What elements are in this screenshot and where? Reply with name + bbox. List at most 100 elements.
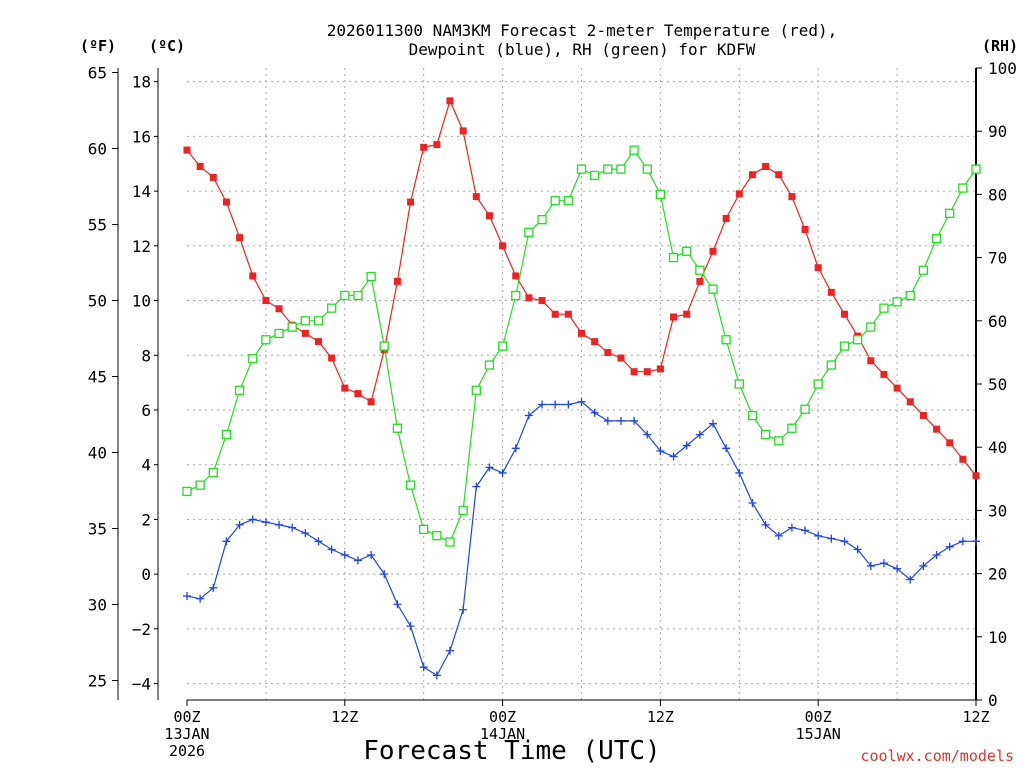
temperature-point (722, 214, 730, 222)
dewpoint-point (695, 430, 704, 439)
rh-point (629, 145, 639, 155)
rh-point (195, 480, 205, 490)
temperature-point (367, 398, 375, 406)
dewpoint-point (590, 408, 599, 417)
rh-point (616, 164, 626, 174)
rh-point (208, 467, 218, 478)
rh-point (721, 335, 731, 345)
x-tick-label: 00Z (173, 708, 200, 726)
rh-point (313, 316, 324, 326)
x-tick-label: 14JAN (480, 725, 525, 743)
x-tick-label: 2026 (169, 742, 205, 760)
x-tick-label: 00Z (805, 708, 832, 726)
rh-point (866, 322, 876, 332)
celsius-tick-label: −4 (132, 675, 151, 694)
temperature-point (670, 313, 678, 321)
rh-point (484, 360, 495, 370)
rh-point (563, 196, 573, 206)
rh-point (708, 284, 718, 294)
axes: 25 30 35 40 45 50 55 60 65 −4 −2 0 2 4 6 8 10 12 14 16 18 0 10… (88, 59, 1017, 760)
x-axis-title: Forecast Time (UTC) (363, 736, 660, 766)
temperature-point (512, 272, 520, 280)
dewpoint-point (853, 545, 862, 554)
dewpoint-point (196, 594, 205, 603)
dewpoint-point (511, 444, 520, 453)
temperature-point (459, 127, 467, 135)
temperature-point (841, 310, 848, 318)
celsius-tick-label: 16 (132, 127, 151, 146)
dewpoint-point (840, 537, 849, 546)
temperature-point (748, 171, 756, 179)
celsius-tick-label: −2 (132, 620, 151, 639)
celsius-tick-label: 12 (132, 237, 151, 256)
dewpoint-point (827, 534, 836, 543)
dewpoint-point (893, 564, 902, 573)
rh-point (405, 480, 416, 490)
dewpoint-point (485, 463, 494, 472)
temperature-point (933, 425, 941, 433)
rh-point (892, 297, 902, 307)
temperature-point (420, 143, 428, 151)
x-tick-label: 13JAN (164, 725, 209, 743)
temperature-point (880, 370, 888, 378)
dewpoint-point (774, 531, 783, 540)
temperature-point (433, 141, 441, 149)
rh-point (392, 423, 403, 433)
rh-point (668, 252, 679, 263)
dewpoint-point (248, 515, 257, 524)
dewpoint-point (761, 520, 770, 529)
rh-axis-label: (RH) (982, 37, 1018, 55)
rh-point (918, 265, 929, 275)
series-rh (182, 145, 981, 547)
fahrenheit-tick-label: 35 (88, 520, 107, 539)
rh-point (760, 429, 771, 440)
dewpoint-point (906, 575, 915, 584)
temperature-point (315, 338, 322, 346)
rh-point (958, 183, 968, 193)
temperature-point (919, 411, 927, 419)
temperature-point (328, 354, 336, 362)
temperature-point (591, 338, 599, 346)
rh-point (879, 303, 889, 313)
temperature-line (186, 99, 977, 477)
x-tick-label: 12Z (331, 708, 358, 726)
rh-point (274, 328, 284, 339)
temperature-point (275, 305, 283, 313)
dewpoint-point (748, 499, 757, 508)
rh-point (432, 531, 442, 541)
celsius-tick-label: 8 (141, 346, 151, 365)
temperature-point (683, 310, 691, 318)
rh-point (603, 164, 613, 174)
rh-tick-label: 60 (988, 312, 1007, 331)
dewpoint-point (958, 537, 967, 546)
temperature-point (564, 310, 572, 318)
dewpoint-point (577, 397, 586, 406)
rh-point (787, 423, 797, 433)
rh-point (655, 189, 666, 200)
x-tick-label: 15JAN (796, 725, 841, 743)
temperature-point (814, 264, 822, 272)
rh-point (537, 215, 547, 225)
rh-point (747, 410, 758, 421)
dewpoint-point (630, 416, 639, 425)
temperature-point (788, 193, 796, 201)
temperature-point (407, 198, 415, 206)
dewpoint-point (643, 430, 652, 439)
fahrenheit-tick-label: 25 (88, 672, 107, 691)
fahrenheit-tick-label: 60 (88, 140, 107, 159)
rh-point (471, 385, 481, 395)
temperature-point (499, 242, 507, 250)
dewpoint-line (186, 401, 976, 677)
dewpoint-point (183, 592, 191, 601)
fahrenheit-tick-label: 50 (88, 292, 107, 311)
rh-point (366, 271, 376, 282)
temperature-point (893, 384, 901, 392)
rh-point (853, 335, 863, 345)
temperature-point (446, 97, 454, 105)
dewpoint-point (261, 518, 270, 527)
dewpoint-point (222, 537, 231, 546)
dewpoint-point (814, 531, 823, 540)
dewpoint-point (472, 482, 481, 491)
rh-point (590, 170, 600, 181)
